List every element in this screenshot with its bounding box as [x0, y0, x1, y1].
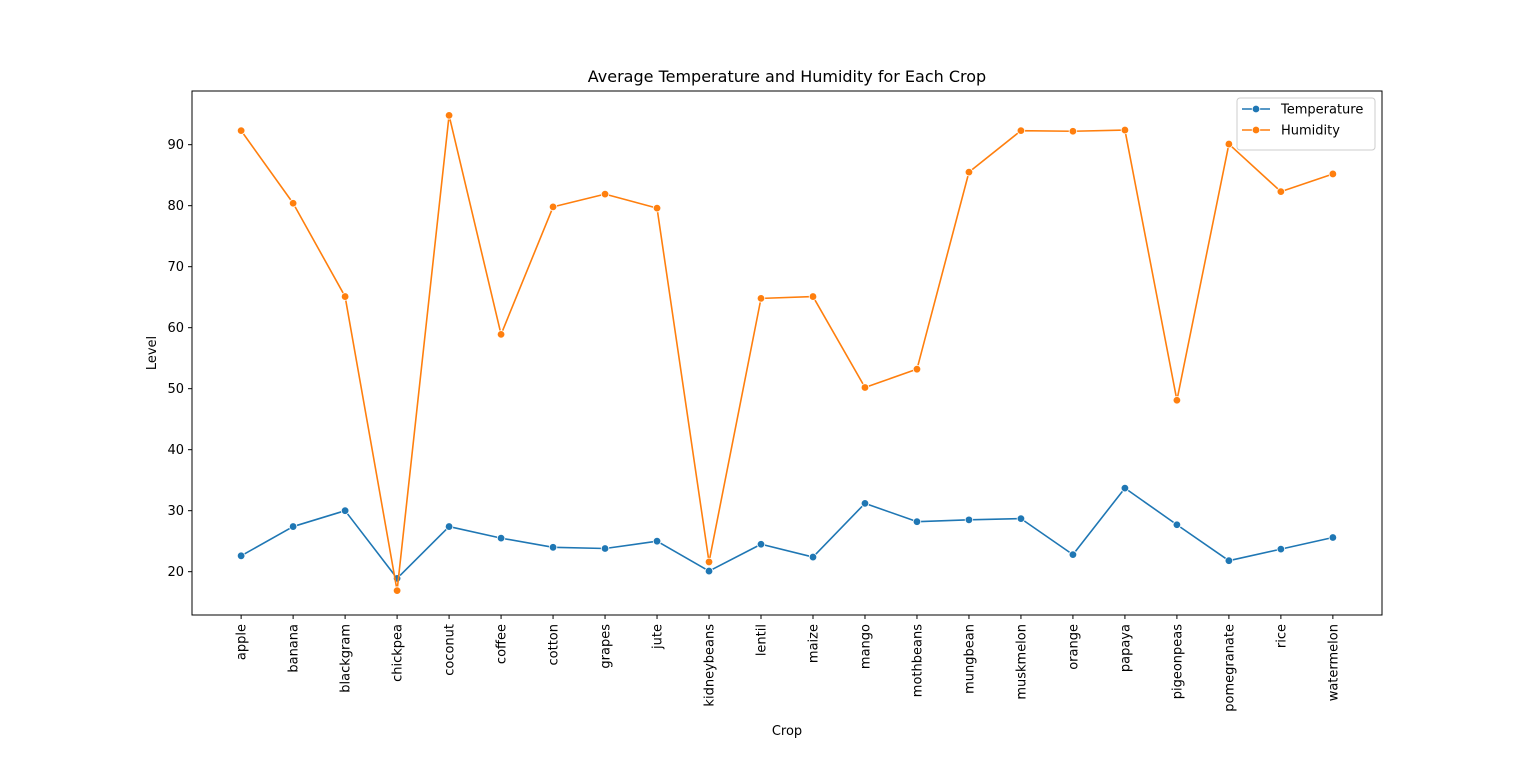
- y-tick-label: 40: [167, 443, 184, 458]
- y-tick-label: 30: [167, 504, 184, 519]
- legend-marker-humidity: [1251, 125, 1261, 135]
- x-tick-label: pigeonpeas: [1170, 624, 1185, 700]
- data-point-humidity: [652, 203, 662, 213]
- legend-box: [1236, 97, 1376, 151]
- data-point-temperature: [548, 543, 558, 552]
- x-axis-ticks: apple banana blackgram chickpea coconut coffe…: [235, 615, 1341, 712]
- data-point-humidity: [392, 586, 402, 595]
- x-tick-label: coffee: [495, 624, 510, 664]
- x-tick-label: chickpea: [391, 624, 406, 682]
- x-tick-label: grapes: [599, 624, 614, 669]
- data-point-humidity: [1068, 127, 1078, 136]
- x-tick-label: apple: [235, 624, 250, 660]
- y-tick-label: 80: [167, 199, 184, 214]
- x-tick-label: mothbeans: [910, 624, 925, 697]
- x-tick-label: pomegranate: [1222, 624, 1237, 712]
- data-point-humidity: [860, 383, 870, 392]
- data-point-humidity: [496, 330, 506, 339]
- x-tick-label: muskmelon: [1014, 624, 1029, 700]
- data-point-humidity: [1328, 169, 1338, 179]
- x-tick-label: banana: [287, 624, 302, 673]
- data-point-temperature: [756, 540, 766, 549]
- data-point-temperature: [288, 522, 298, 531]
- data-point-temperature: [236, 551, 246, 561]
- legend-label-temperature: Temperature: [1280, 103, 1363, 118]
- y-tick-label: 90: [167, 138, 184, 153]
- legend-marker-temperature: [1251, 104, 1261, 114]
- x-tick-label: blackgram: [339, 624, 354, 693]
- data-point-humidity: [1172, 396, 1182, 405]
- x-tick-label: watermelon: [1326, 624, 1341, 701]
- data-point-temperature: [808, 552, 818, 562]
- data-point-humidity: [964, 167, 974, 177]
- data-point-temperature: [444, 522, 454, 531]
- data-point-humidity: [1276, 187, 1286, 196]
- y-axis-ticks: 20 30 40 50 60 70 80 90: [167, 138, 192, 580]
- data-point-humidity: [600, 189, 610, 199]
- data-point-humidity: [912, 364, 922, 374]
- x-tick-label: rice: [1274, 624, 1289, 648]
- data-point-humidity: [1016, 126, 1026, 135]
- series-layer: [236, 111, 1338, 595]
- data-point-temperature: [964, 515, 974, 525]
- legend-entries: Temperature Humidity: [1242, 103, 1363, 139]
- data-point-temperature: [1068, 550, 1078, 559]
- y-tick-label: 70: [167, 260, 184, 275]
- x-tick-label: papaya: [1118, 624, 1133, 672]
- data-point-humidity: [1224, 139, 1234, 149]
- data-point-humidity: [444, 111, 454, 120]
- data-point-humidity: [704, 557, 714, 567]
- data-point-humidity: [288, 199, 298, 208]
- y-axis-label: Level: [145, 336, 160, 370]
- data-point-temperature: [1120, 483, 1130, 493]
- chart-title: Average Temperature and Humidity for Eac…: [588, 67, 986, 86]
- x-tick-label: mungbean: [962, 624, 977, 694]
- data-point-temperature: [704, 566, 714, 576]
- data-point-temperature: [340, 506, 350, 515]
- data-point-temperature: [600, 544, 610, 553]
- data-point-temperature: [1276, 544, 1286, 554]
- data-point-temperature: [1172, 520, 1182, 529]
- x-tick-label: kidneybeans: [703, 624, 718, 707]
- data-point-temperature: [652, 536, 662, 546]
- data-point-temperature: [496, 533, 506, 543]
- series-line-humidity: [240, 114, 1334, 592]
- x-tick-label: maize: [806, 624, 821, 663]
- data-point-humidity: [756, 294, 766, 303]
- data-point-temperature: [1328, 533, 1338, 542]
- data-point-temperature: [1224, 556, 1234, 565]
- x-tick-label: orange: [1066, 624, 1081, 670]
- data-point-humidity: [808, 292, 818, 301]
- data-point-temperature: [860, 499, 870, 508]
- x-tick-label: cotton: [547, 624, 562, 666]
- plot-area-frame: [191, 90, 1383, 616]
- data-point-humidity: [340, 292, 350, 301]
- y-tick-label: 50: [167, 382, 184, 397]
- data-point-humidity: [1120, 125, 1130, 135]
- x-axis-label: Crop: [772, 724, 802, 739]
- legend: Temperature Humidity: [1236, 97, 1376, 151]
- x-tick-label: coconut: [443, 624, 458, 676]
- y-tick-label: 20: [167, 565, 184, 580]
- data-point-temperature: [1016, 514, 1026, 523]
- data-point-humidity: [548, 202, 558, 212]
- x-tick-label: lentil: [755, 624, 770, 656]
- data-point-humidity: [236, 126, 246, 135]
- legend-label-humidity: Humidity: [1281, 124, 1340, 139]
- series-line-temperature: [240, 487, 1334, 580]
- x-tick-label: jute: [651, 624, 666, 650]
- y-tick-label: 60: [167, 321, 184, 336]
- data-point-temperature: [912, 517, 922, 526]
- x-tick-label: mango: [858, 624, 873, 669]
